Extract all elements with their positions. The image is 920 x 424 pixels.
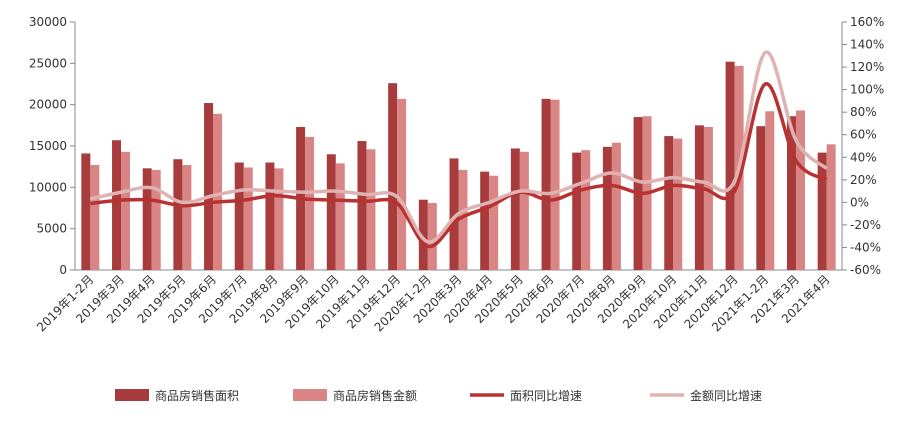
bar xyxy=(326,154,336,270)
bar xyxy=(112,140,122,270)
bar xyxy=(541,98,551,270)
bar xyxy=(274,168,284,270)
bar xyxy=(550,99,560,270)
series-line xyxy=(89,50,828,244)
bar xyxy=(182,165,192,270)
y-right-tick-label: 0% xyxy=(850,195,869,209)
bar xyxy=(756,126,766,270)
bar xyxy=(204,103,214,270)
bar xyxy=(265,162,275,270)
y-right-tick-label: 100% xyxy=(850,83,884,97)
bars xyxy=(81,61,836,271)
legend-swatch xyxy=(115,389,149,401)
bar xyxy=(305,136,315,270)
bar xyxy=(357,141,367,270)
bar xyxy=(765,111,775,270)
y-left-tick-label: 30000 xyxy=(29,15,67,29)
bar xyxy=(234,162,244,270)
bar xyxy=(795,110,805,270)
bar xyxy=(725,61,735,271)
bar xyxy=(366,149,376,270)
y-left-tick-label: 15000 xyxy=(29,139,67,153)
y-left-tick-label: 10000 xyxy=(29,180,67,194)
bar xyxy=(602,146,612,270)
bar xyxy=(664,136,674,270)
y-left-tick-label: 25000 xyxy=(29,56,67,70)
bar xyxy=(335,163,345,270)
bar xyxy=(817,152,827,270)
legend-swatch xyxy=(293,389,327,401)
bar xyxy=(581,150,591,270)
y-right-tick-label: 140% xyxy=(850,38,884,52)
bar xyxy=(81,153,91,270)
bar xyxy=(572,152,582,270)
y-right-tick-label: 120% xyxy=(850,60,884,74)
bar xyxy=(673,138,683,270)
bar xyxy=(489,175,499,270)
y-left-tick-label: 0 xyxy=(59,263,67,277)
y-left-tick-label: 5000 xyxy=(36,222,67,236)
bar xyxy=(611,142,621,270)
y-right-tick-label: 80% xyxy=(850,105,877,119)
y-right-tick-label: -60% xyxy=(850,263,881,277)
bar xyxy=(449,158,459,270)
legend: 商品房销售面积 商品房销售金额 面积同比增速 金额同比增速 xyxy=(115,388,762,403)
legend-label: 商品房销售金额 xyxy=(333,388,417,403)
bar xyxy=(480,171,490,270)
y-right-tick-label: -20% xyxy=(850,218,881,232)
bar xyxy=(151,169,161,270)
y-right-tick-label: 160% xyxy=(850,15,884,29)
bar xyxy=(388,83,398,270)
bar xyxy=(694,125,704,270)
bar xyxy=(826,144,836,270)
bar xyxy=(397,98,407,270)
bar xyxy=(243,167,253,270)
legend-label: 商品房销售面积 xyxy=(155,388,239,403)
bar xyxy=(90,165,100,270)
bar xyxy=(418,199,428,270)
lines xyxy=(89,50,828,249)
bar xyxy=(519,151,529,270)
series-line xyxy=(90,82,828,249)
bar xyxy=(510,148,520,270)
bar xyxy=(427,203,437,270)
y-right-tick-label: 40% xyxy=(850,150,877,164)
bar xyxy=(458,169,468,270)
legend-label: 金额同比增速 xyxy=(690,388,762,403)
bar xyxy=(173,159,183,270)
y-right-tick-label: 20% xyxy=(850,173,877,187)
bar xyxy=(142,168,152,270)
y-right-tick-label: -40% xyxy=(850,240,881,254)
bar xyxy=(213,113,223,270)
bar xyxy=(786,116,796,271)
y-right-tick-label: 60% xyxy=(850,128,877,142)
legend-label: 面积同比增速 xyxy=(510,389,582,403)
bar xyxy=(703,126,713,270)
y-left-tick-label: 20000 xyxy=(29,98,67,112)
bar xyxy=(121,151,131,270)
